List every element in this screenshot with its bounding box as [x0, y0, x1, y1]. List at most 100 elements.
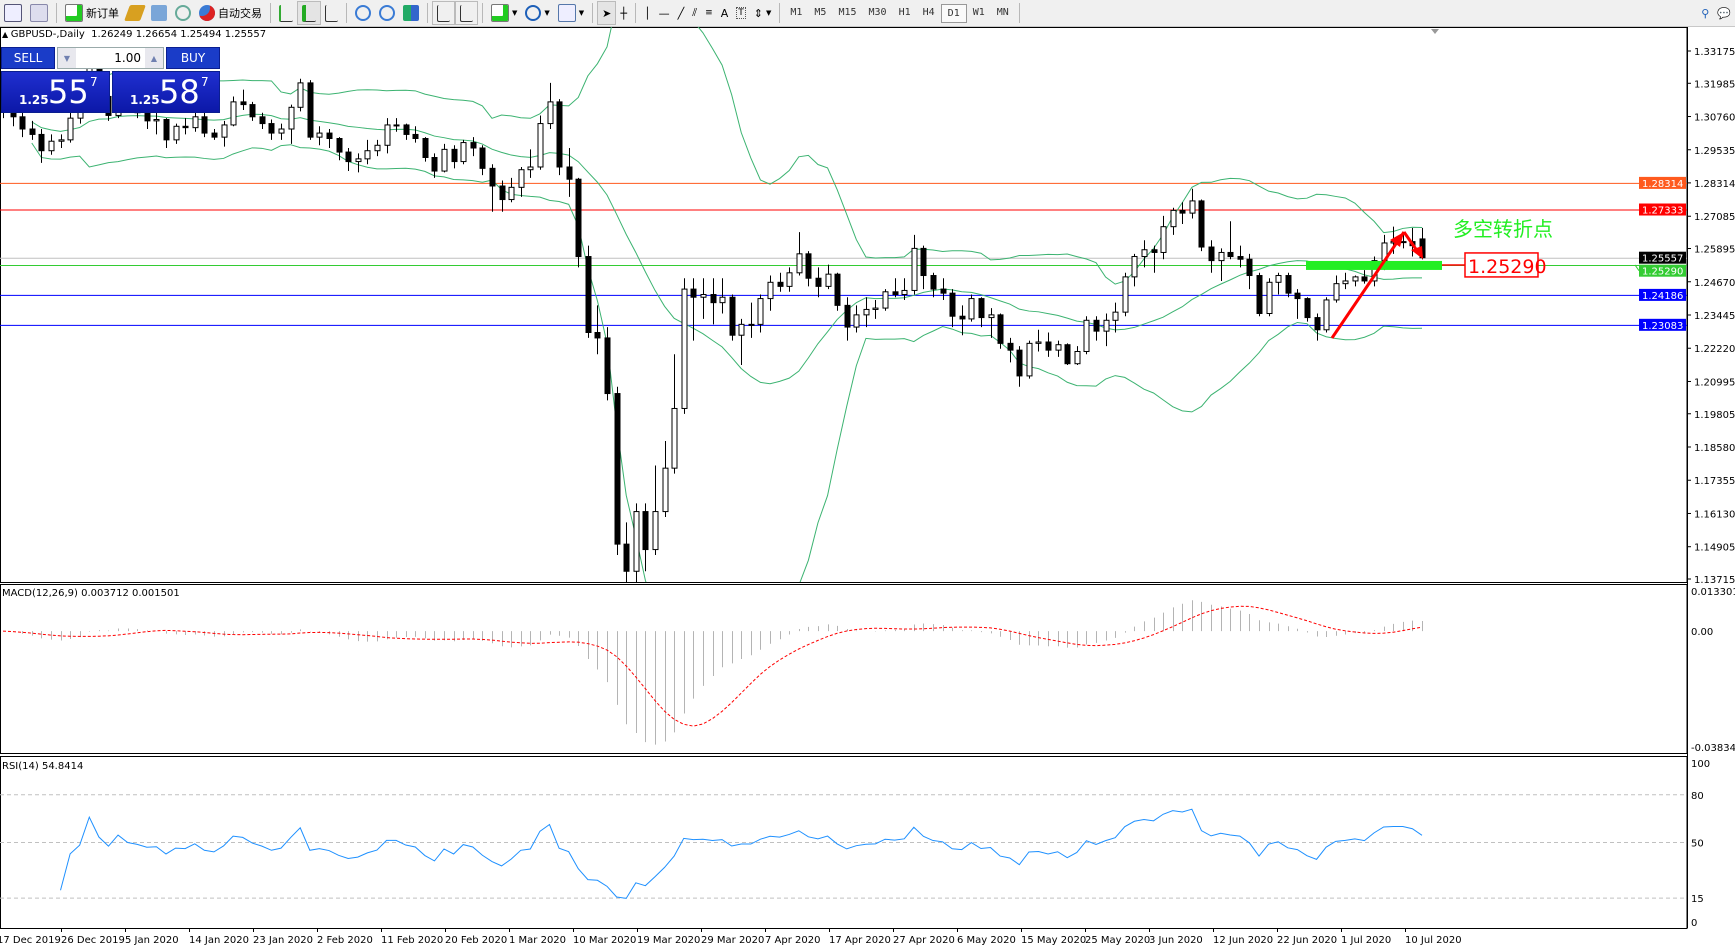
- zoom-in-button[interactable]: [351, 2, 375, 24]
- sell-price-pips: 55: [48, 73, 89, 111]
- rsi-axis-label: 15: [1691, 894, 1704, 905]
- templates-button[interactable]: ▼: [554, 2, 588, 24]
- bar-chart-button[interactable]: [275, 2, 297, 24]
- new-order-icon: [65, 4, 83, 22]
- trendline-button[interactable]: ╱: [674, 2, 689, 24]
- signals-button[interactable]: [171, 2, 195, 24]
- timeframe-m15[interactable]: M15: [838, 6, 857, 18]
- date-tick-label: 3 Jun 2020: [1149, 935, 1203, 946]
- search-button[interactable]: ⚲: [1697, 2, 1713, 24]
- cursor-button[interactable]: ➤: [597, 1, 617, 25]
- lot-increase-button[interactable]: ▲: [145, 48, 163, 68]
- up-arrow-line[interactable]: [1330, 231, 1406, 339]
- horizontal-line-button[interactable]: —: [655, 2, 674, 24]
- candle: [268, 119, 275, 140]
- timeframe-m30[interactable]: M30: [868, 6, 887, 18]
- timeframe-d1[interactable]: D1: [940, 3, 967, 23]
- lot-decrease-button[interactable]: ▼: [58, 48, 76, 68]
- candlestick-button[interactable]: [297, 1, 321, 25]
- collapse-triangle-icon[interactable]: ▲: [2, 30, 11, 39]
- separator: [427, 3, 428, 23]
- candle-body-bear: [1304, 298, 1311, 319]
- timeframe-h1[interactable]: H1: [898, 6, 911, 18]
- data-window-button[interactable]: [26, 2, 52, 24]
- sell-button[interactable]: SELL: [1, 47, 55, 69]
- zoom-out-button[interactable]: [375, 2, 399, 24]
- lot-size-field[interactable]: ▼ 1.00 ▲: [57, 47, 164, 69]
- separator: [346, 3, 347, 23]
- new-order-button[interactable]: 新订单: [61, 2, 123, 24]
- market-watch-button[interactable]: [0, 2, 26, 24]
- date-tick-label: 14 Jan 2020: [189, 935, 249, 946]
- rsi-label: RSI(14) 54.8414: [2, 761, 83, 772]
- candle-body-bear: [623, 543, 630, 572]
- candle: [585, 245, 592, 338]
- level-label-box[interactable]: [1464, 252, 1539, 278]
- candle: [1055, 340, 1062, 357]
- date-tick-label: 25 May 2020: [1085, 935, 1150, 946]
- periods-button[interactable]: ▼: [521, 2, 553, 24]
- candle: [1151, 245, 1158, 273]
- indicators-button[interactable]: ▼: [487, 2, 521, 24]
- line-chart-button[interactable]: [321, 2, 342, 24]
- candle-body-bull: [460, 142, 467, 163]
- timeframe-h4[interactable]: H4: [922, 6, 935, 18]
- timeframe-m5[interactable]: M5: [814, 6, 827, 18]
- turning-point-zone[interactable]: [1306, 260, 1442, 270]
- sell-price-button[interactable]: 1.25 55 7: [1, 71, 110, 113]
- candle-body-bear: [249, 104, 256, 118]
- text-button[interactable]: A: [717, 2, 733, 24]
- date-tick-label: 26 Dec 2019: [61, 935, 125, 946]
- lot-size-value[interactable]: 1.00: [114, 51, 141, 65]
- vertical-line-button[interactable]: │: [640, 2, 655, 24]
- chat-button[interactable]: 💬: [1713, 2, 1735, 24]
- candle-body-bear: [470, 142, 477, 149]
- price-tick-label: 1.19805: [1694, 410, 1735, 421]
- buy-button[interactable]: BUY: [166, 47, 220, 69]
- candle: [1237, 245, 1244, 268]
- rsi-line: [60, 808, 1423, 899]
- timeframe-w1[interactable]: W1: [972, 6, 985, 18]
- timeframe-m1[interactable]: M1: [790, 6, 803, 18]
- candle-body-bear: [1285, 275, 1292, 294]
- macd-panel[interactable]: [0, 584, 1688, 754]
- candle: [1323, 297, 1330, 333]
- fibonacci-button[interactable]: ≡: [701, 2, 717, 24]
- auto-trading-button[interactable]: 自动交易: [195, 2, 266, 24]
- price-tick-label: 1.22220: [1694, 344, 1735, 355]
- candle: [1227, 221, 1234, 260]
- terminal-button[interactable]: [147, 2, 171, 24]
- chart-shift-button[interactable]: [455, 1, 478, 25]
- chart-shift-marker-icon[interactable]: [1431, 29, 1439, 34]
- buy-price-button[interactable]: 1.25 58 7: [112, 71, 220, 113]
- auto-scroll-button[interactable]: [432, 1, 455, 25]
- candle-body-bear: [499, 185, 506, 201]
- candle: [1093, 316, 1100, 341]
- candle-body-bear: [431, 156, 438, 172]
- dropdown-arrow-icon: ▼: [578, 9, 585, 17]
- horizontal-line-icon: —: [658, 6, 670, 20]
- equidistant-channel-button[interactable]: ⫽: [688, 2, 701, 24]
- candle-body-bear: [403, 124, 410, 135]
- separator: [779, 3, 781, 23]
- candle: [441, 143, 448, 173]
- candle: [384, 118, 391, 154]
- price-tick-label: 1.27085: [1694, 212, 1735, 223]
- price-tag-label: 1.25290: [1642, 267, 1683, 278]
- candle-body-bear: [777, 281, 784, 287]
- candle-body-bull: [537, 123, 544, 168]
- candle-body-bull: [853, 314, 860, 328]
- crosshair-button[interactable]: ┼: [616, 2, 631, 24]
- candle: [662, 441, 669, 518]
- text-label-button[interactable]: T: [732, 2, 750, 24]
- rsi-axis-label: 100: [1691, 759, 1710, 770]
- timeframe-mn[interactable]: MN: [996, 6, 1009, 18]
- one-click-trading-panel: SELL ▼ 1.00 ▲ BUY 1.25 55 7 1.25 58 7: [1, 47, 220, 113]
- candle: [67, 107, 74, 143]
- candle: [729, 294, 736, 341]
- arrows-button[interactable]: ⇕ ▼: [750, 2, 776, 24]
- candle: [1198, 199, 1205, 252]
- tile-windows-button[interactable]: [399, 2, 423, 24]
- candle-body-bear: [614, 393, 621, 545]
